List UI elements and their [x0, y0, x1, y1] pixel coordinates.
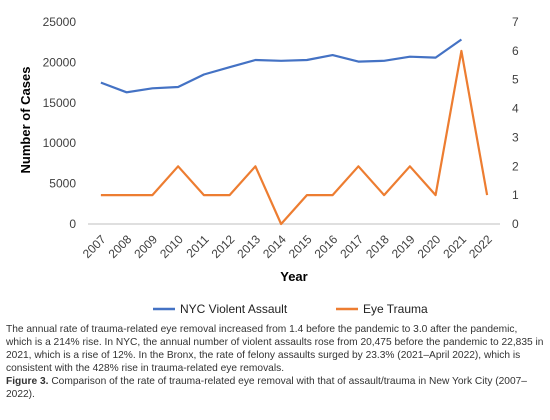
right-tick-label: 3 [512, 130, 519, 144]
right-tick-label: 4 [512, 102, 519, 116]
right-tick-label: 1 [512, 188, 519, 202]
x-tick-label: 2019 [389, 232, 418, 261]
x-tick-label: 2020 [415, 232, 444, 261]
right-tick-label: 7 [512, 15, 519, 29]
left-tick-label: 0 [69, 217, 76, 231]
legend-label: NYC Violent Assault [180, 302, 288, 316]
x-tick-label: 2021 [440, 232, 469, 261]
x-tick-label: 2013 [234, 232, 263, 261]
legend-label: Eye Trauma [363, 302, 428, 316]
right-tick-label: 2 [512, 159, 519, 173]
x-tick-label: 2018 [363, 232, 392, 261]
left-tick-label: 5000 [49, 177, 76, 191]
right-tick-label: 5 [512, 73, 519, 87]
right-tick-label: 6 [512, 44, 519, 58]
left-tick-label: 15000 [43, 96, 77, 110]
figure-text: Comparison of the rate of trauma-related… [6, 376, 527, 400]
x-tick-label: 2010 [157, 232, 186, 261]
y-axis-title: Number of Cases [18, 67, 33, 174]
left-axis-ticks: 0 5000 10000 15000 20000 25000 [43, 15, 77, 231]
right-axis-ticks: 0 1 2 3 4 5 6 7 [512, 15, 519, 231]
left-tick-label: 20000 [43, 55, 77, 69]
series-line-1 [100, 38, 463, 94]
right-tick-label: 0 [512, 217, 519, 231]
caption-paragraph: The annual rate of trauma-related eye re… [6, 324, 544, 374]
x-tick-label: 2007 [80, 232, 109, 261]
series-line-2 [100, 49, 489, 226]
left-tick-label: 10000 [43, 136, 77, 150]
left-tick-label: 25000 [43, 15, 77, 29]
x-axis-ticks: 2007200820092010201120122013201420152016… [80, 232, 495, 261]
x-axis-title: Year [280, 269, 307, 284]
x-tick-label: 2012 [209, 232, 238, 261]
x-tick-label: 2022 [466, 232, 495, 261]
x-tick-label: 2008 [106, 232, 135, 261]
x-tick-label: 2016 [312, 232, 341, 261]
figure-label: Figure 3. [6, 376, 49, 387]
x-tick-label: 2011 [184, 232, 212, 260]
figure-caption-line: Figure 3. Comparison of the rate of trau… [6, 375, 546, 401]
legend: NYC Violent Assault Eye Trauma [153, 302, 428, 316]
x-tick-label: 2014 [260, 232, 289, 261]
x-tick-label: 2015 [286, 232, 315, 261]
x-tick-label: 2017 [337, 232, 366, 261]
series-layer [100, 38, 489, 226]
figure-caption: The annual rate of trauma-related eye re… [6, 323, 546, 401]
x-tick-label: 2009 [131, 232, 160, 261]
